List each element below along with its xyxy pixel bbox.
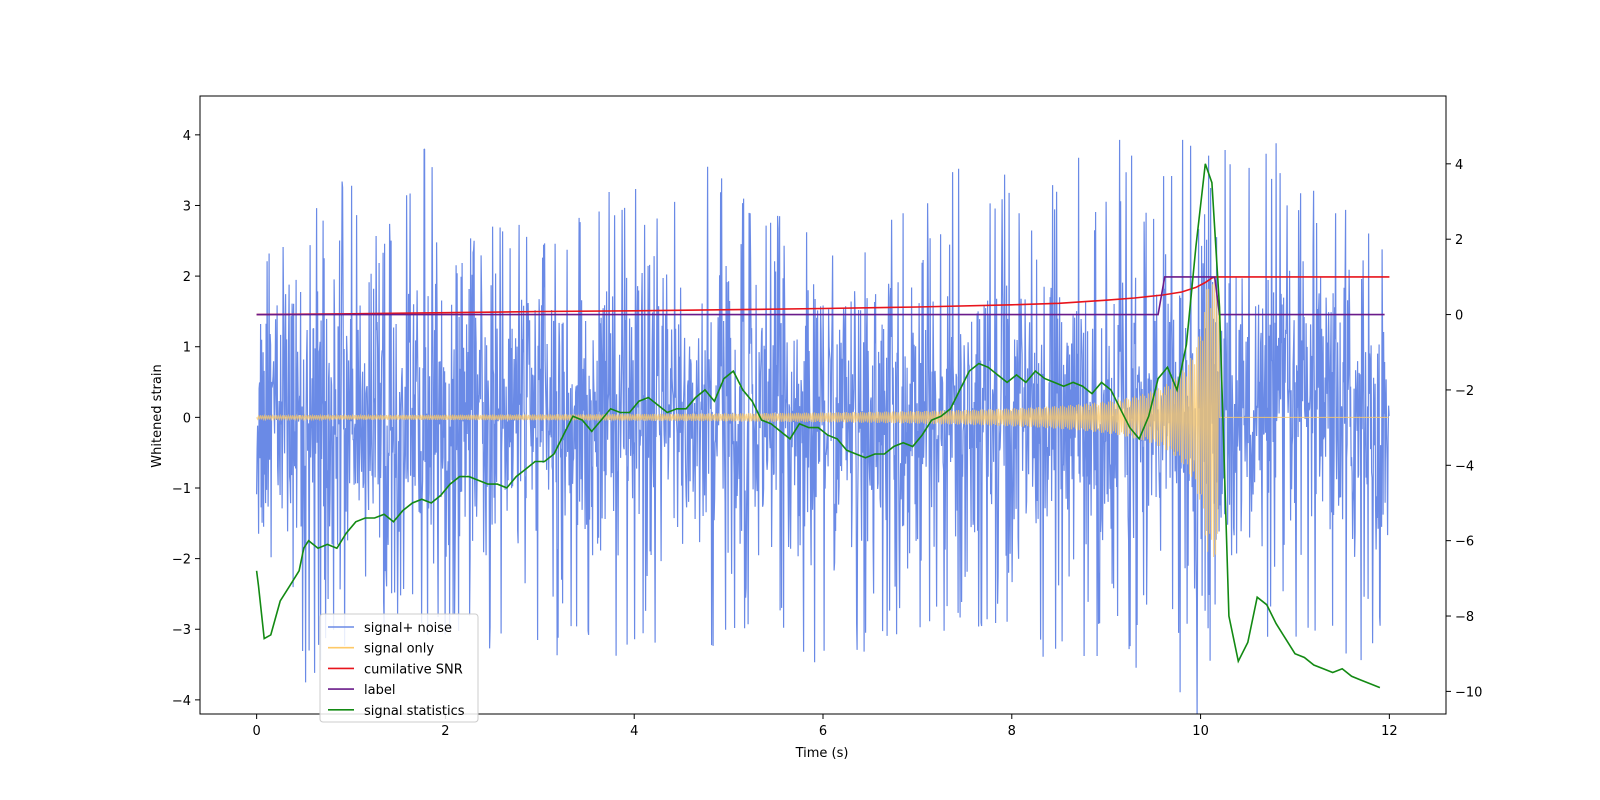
series-cumulative-snr [256, 276, 1390, 316]
x-tick-label: 2 [441, 724, 449, 739]
x-tick-label: 6 [819, 724, 827, 739]
y2-tick-label: −4 [1455, 459, 1474, 474]
x-tick-label: 10 [1192, 724, 1209, 739]
y-tick-label: 3 [183, 199, 191, 214]
x-tick-label: 8 [1008, 724, 1016, 739]
y-tick-label: −4 [172, 694, 191, 709]
plot-area [255, 139, 1390, 714]
x-tick-label: 0 [252, 724, 260, 739]
x-tick-label: 12 [1381, 724, 1398, 739]
legend-box [319, 613, 479, 723]
y2-tick-label: 0 [1455, 309, 1463, 324]
y-tick-label: −1 [172, 482, 191, 497]
y2-tick-label: 4 [1455, 158, 1463, 173]
y-tick-label: −2 [172, 553, 191, 568]
series-signal-only [256, 276, 1389, 558]
legend-label: signal statistics [364, 704, 465, 719]
legend-label: signal only [364, 642, 434, 657]
legend-label: label [364, 683, 395, 698]
legend-label: signal+ noise [364, 621, 452, 636]
y2-tick-label: −2 [1455, 384, 1474, 399]
legend: signal+ noise signal only cumilative SNR la… [319, 613, 479, 723]
x-axis-label: Time (s) [795, 746, 849, 761]
x-axis: 0 2 4 6 8 10 12 [252, 714, 1398, 739]
y2-tick-label: −6 [1455, 535, 1474, 550]
series-signal-statistics [255, 163, 1381, 689]
y2-tick-label: −8 [1455, 610, 1474, 625]
y-tick-label: 1 [183, 341, 191, 356]
y-axis-right: −10 −8 −6 −4 −2 0 2 4 [1446, 158, 1482, 700]
y2-tick-label: −10 [1455, 685, 1482, 700]
series-label [256, 276, 1385, 316]
y-tick-label: 4 [183, 129, 191, 144]
y-tick-label: 2 [183, 270, 191, 285]
legend-label: cumilative SNR [364, 662, 463, 677]
y-tick-label: −3 [172, 623, 191, 638]
y2-tick-label: 2 [1455, 233, 1463, 248]
y-axis-left: −4 −3 −2 −1 0 1 2 3 4 [172, 129, 200, 709]
y-tick-label: 0 [183, 411, 191, 426]
y-axis-label: Whitened strain [150, 364, 165, 467]
x-tick-label: 4 [630, 724, 638, 739]
